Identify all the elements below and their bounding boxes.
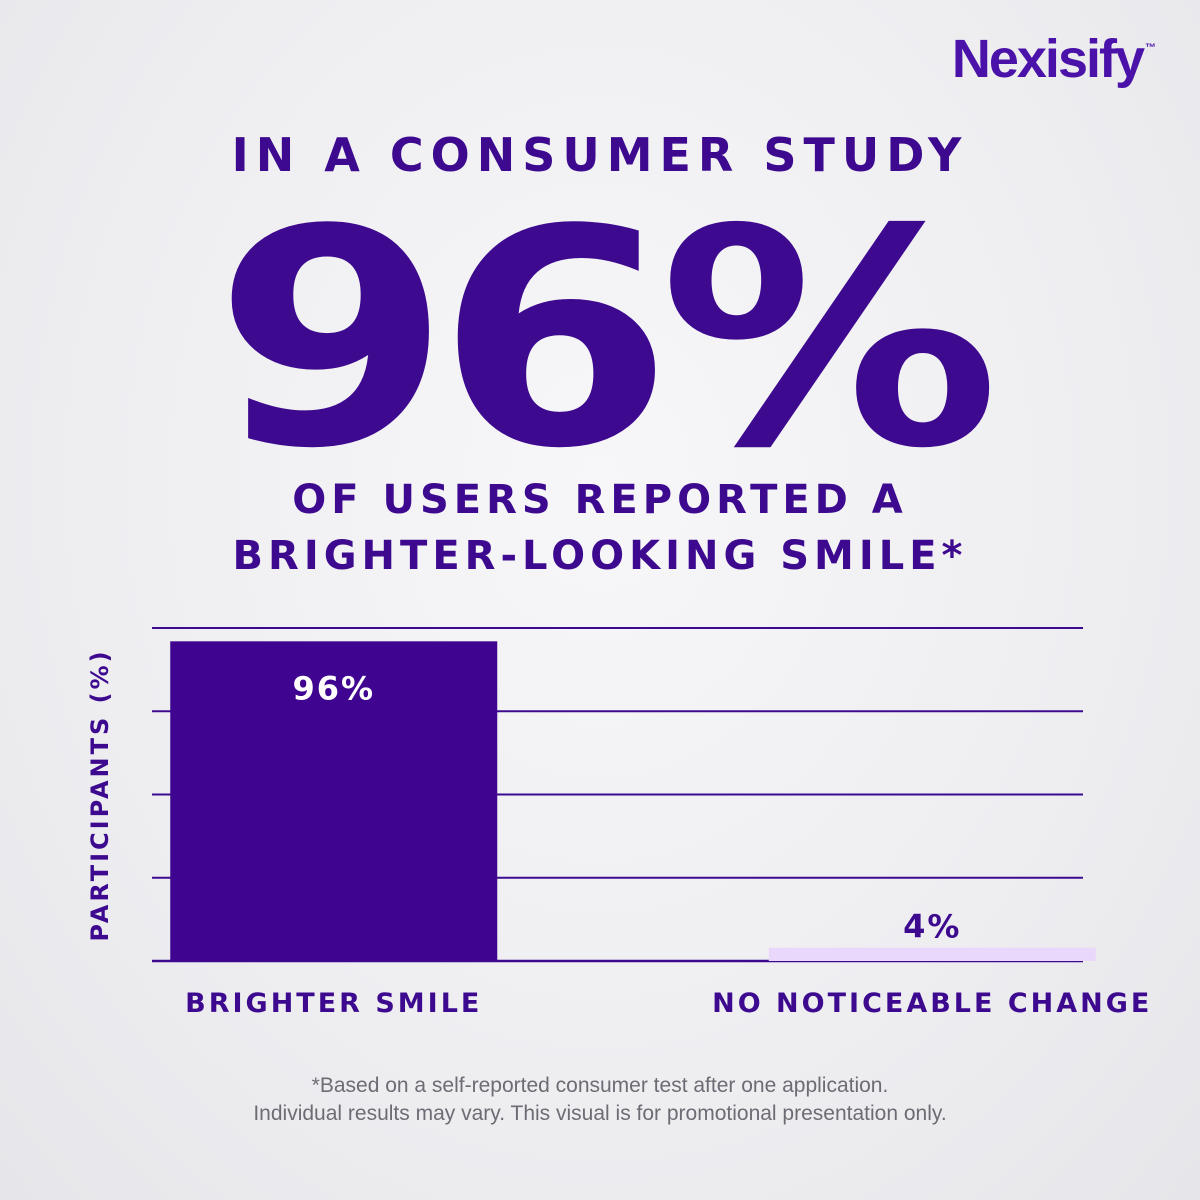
headline-stat: 96% xyxy=(214,165,1000,515)
footnote-line2: Individual results may vary. This visual… xyxy=(253,1102,947,1125)
brand-name: Nexisify xyxy=(951,29,1145,89)
trademark-symbol: ™ xyxy=(1145,42,1156,54)
category-label-1: BRIGHTER SMILE xyxy=(185,988,482,1019)
bar-value-label-2: 4% xyxy=(903,908,961,946)
bar-value-label-1: 96% xyxy=(292,669,375,707)
footnote-line1: *Based on a self-reported consumer test … xyxy=(311,1074,889,1097)
bar-1 xyxy=(170,641,498,961)
headline-top: IN A CONSUMER STUDY xyxy=(231,128,969,182)
bar-chart: 96% BRIGHTER SMILE 4% NO NOTICEABLE CHANGE xyxy=(152,627,1152,1019)
headline-subtitle: OF USERS REPORTED A BRIGHTER-LOOKING SMI… xyxy=(0,472,1200,584)
brand-logo: Nexisify ™ xyxy=(952,28,1156,90)
bar-2 xyxy=(768,947,1096,961)
headline-subtitle-line1: OF USERS REPORTED A xyxy=(292,477,908,523)
headline-subtitle-line2: BRIGHTER-LOOKING SMILE* xyxy=(232,533,968,579)
footnote: *Based on a self-reported consumer test … xyxy=(0,1072,1200,1128)
category-label-2: NO NOTICEABLE CHANGE xyxy=(712,988,1152,1019)
